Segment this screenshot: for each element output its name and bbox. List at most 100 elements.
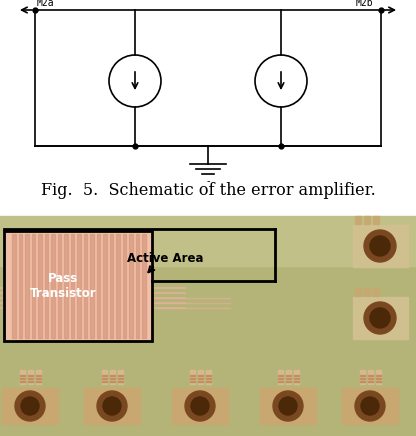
Bar xyxy=(118,381,123,382)
Bar xyxy=(373,216,379,218)
Bar xyxy=(364,216,370,218)
Bar xyxy=(4,231,152,341)
Bar xyxy=(353,297,408,339)
Bar xyxy=(364,291,370,293)
Bar xyxy=(32,234,35,338)
Bar xyxy=(376,370,381,384)
Bar xyxy=(45,234,48,338)
Bar xyxy=(70,234,74,338)
Bar xyxy=(355,216,361,218)
Bar xyxy=(355,219,361,221)
Bar xyxy=(25,234,29,338)
Circle shape xyxy=(364,302,396,334)
Bar xyxy=(373,294,379,296)
Circle shape xyxy=(97,391,127,421)
Bar xyxy=(20,378,25,379)
Bar xyxy=(364,222,370,224)
Bar xyxy=(84,388,140,424)
Bar xyxy=(198,370,203,384)
Bar xyxy=(376,375,381,376)
Circle shape xyxy=(103,397,121,415)
Bar xyxy=(36,375,41,376)
Bar xyxy=(118,375,123,376)
Bar xyxy=(18,234,22,338)
Bar xyxy=(286,378,291,379)
Bar xyxy=(28,375,33,376)
Bar xyxy=(109,234,113,338)
Text: Active Area: Active Area xyxy=(127,252,203,265)
Bar xyxy=(110,381,115,382)
Bar xyxy=(294,370,299,384)
Bar xyxy=(20,370,25,384)
Bar xyxy=(294,378,299,379)
Circle shape xyxy=(273,391,303,421)
Bar xyxy=(51,234,54,338)
Circle shape xyxy=(21,397,39,415)
Bar xyxy=(0,216,416,266)
Bar xyxy=(20,375,25,376)
Bar xyxy=(36,370,41,384)
Bar xyxy=(368,381,373,382)
Bar xyxy=(110,378,115,379)
Bar xyxy=(364,294,370,296)
Bar xyxy=(90,234,94,338)
Bar xyxy=(355,294,361,296)
Bar xyxy=(198,381,203,382)
Bar xyxy=(190,378,195,379)
Bar xyxy=(102,375,107,376)
Bar xyxy=(136,234,139,338)
Bar xyxy=(368,375,373,376)
Circle shape xyxy=(355,391,385,421)
Bar xyxy=(373,291,379,293)
Bar xyxy=(373,219,379,221)
Bar xyxy=(57,234,61,338)
Bar xyxy=(64,234,67,338)
Text: -: - xyxy=(206,176,210,186)
Bar xyxy=(364,219,370,221)
Bar xyxy=(355,288,361,290)
Bar xyxy=(190,375,195,376)
Bar xyxy=(122,234,126,338)
Bar xyxy=(206,378,211,379)
Bar xyxy=(373,222,379,224)
Text: Pass
Transistor: Pass Transistor xyxy=(30,272,97,300)
Bar xyxy=(118,378,123,379)
Bar xyxy=(0,218,416,436)
Circle shape xyxy=(370,236,390,256)
Bar xyxy=(364,288,370,290)
Bar xyxy=(360,378,365,379)
Bar xyxy=(206,370,211,384)
Circle shape xyxy=(370,308,390,328)
Bar xyxy=(12,234,15,338)
Bar xyxy=(28,381,33,382)
Circle shape xyxy=(191,397,209,415)
Bar xyxy=(286,375,291,376)
Bar xyxy=(286,370,291,384)
Bar xyxy=(360,375,365,376)
Bar xyxy=(294,381,299,382)
Bar xyxy=(102,370,107,384)
Bar xyxy=(103,234,106,338)
Bar xyxy=(360,370,365,384)
Bar xyxy=(260,388,316,424)
Bar xyxy=(376,381,381,382)
Bar xyxy=(110,370,115,384)
Circle shape xyxy=(185,391,215,421)
Bar xyxy=(28,370,33,384)
Bar xyxy=(2,388,58,424)
Bar xyxy=(28,378,33,379)
Bar xyxy=(190,381,195,382)
Bar xyxy=(190,370,195,384)
Bar xyxy=(368,378,373,379)
Bar xyxy=(142,234,146,338)
Bar xyxy=(110,375,115,376)
Bar xyxy=(20,381,25,382)
Bar xyxy=(118,370,123,384)
Bar xyxy=(4,231,152,341)
Bar xyxy=(36,378,41,379)
Bar xyxy=(360,381,365,382)
Circle shape xyxy=(279,397,297,415)
Bar xyxy=(286,381,291,382)
Bar xyxy=(342,388,398,424)
Bar xyxy=(355,222,361,224)
